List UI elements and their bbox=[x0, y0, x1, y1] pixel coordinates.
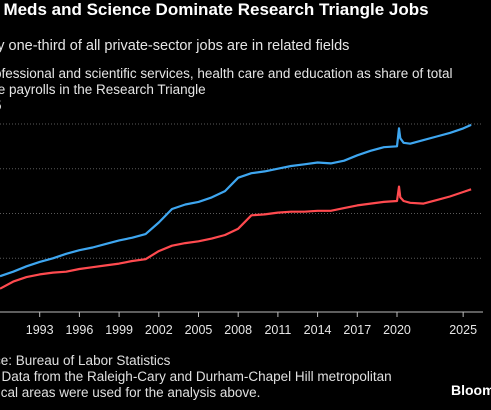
x-tick-label-9: 2020 bbox=[383, 323, 411, 337]
series-line-1 bbox=[0, 185, 472, 290]
x-tick-label-0: 1993 bbox=[26, 323, 54, 337]
grid-layer bbox=[0, 123, 483, 313]
source-note: ce: Bureau of Labor Statistics bbox=[0, 353, 171, 368]
x-tick-label-4: 2005 bbox=[185, 323, 213, 337]
chart-description-line-3: 5 bbox=[0, 98, 2, 113]
x-tick-label-3: 2002 bbox=[145, 323, 173, 337]
x-tick-label-2: 1999 bbox=[105, 323, 133, 337]
x-tick-label-1: 1996 bbox=[65, 323, 93, 337]
x-tick-label-5: 2008 bbox=[224, 323, 252, 337]
chart-title: , Meds and Science Dominate Research Tri… bbox=[0, 0, 429, 19]
x-tick-label-6: 2011 bbox=[264, 323, 291, 337]
footnote-line-2: tical areas were used for the analysis a… bbox=[0, 385, 261, 400]
x-tick-labels: 1993 1996 1999 2002 2005 2008 2011 2014 2017 2020… bbox=[26, 312, 477, 337]
brand-logo-text: Bloom bbox=[451, 382, 491, 398]
chart-description-line-1: ofessional and scientific services, heal… bbox=[0, 66, 453, 81]
x-tick-label-8: 2017 bbox=[343, 323, 371, 337]
chart-description-line-2: te payrolls in the Research Triangle bbox=[0, 82, 206, 97]
x-tick-label-7: 2014 bbox=[304, 323, 332, 337]
x-tick-label-10: 2025 bbox=[449, 323, 477, 337]
chart-subtitle: ly one-third of all private-sector jobs … bbox=[0, 38, 350, 54]
footnote-line-1: : Data from the Raleigh-Cary and Durham-… bbox=[0, 369, 392, 384]
series-layer bbox=[0, 123, 472, 290]
series-line-0 bbox=[0, 123, 472, 278]
